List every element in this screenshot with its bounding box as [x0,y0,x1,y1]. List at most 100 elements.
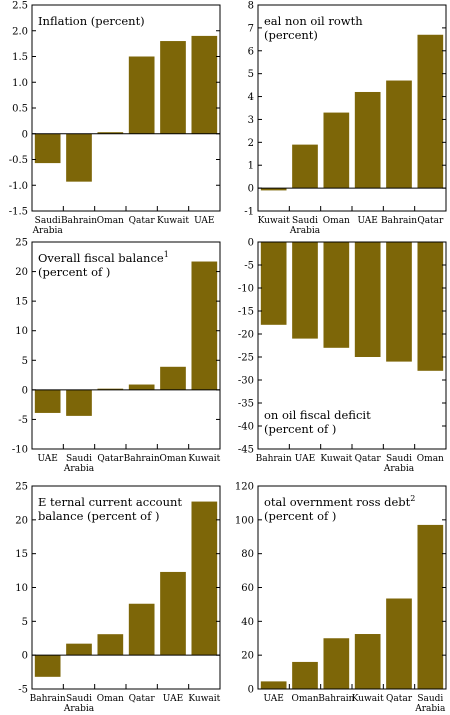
x-tick-label: Oman [97,694,124,704]
y-tick-label: 1.5 [12,52,28,63]
x-tick-label: Kuwait [258,216,290,226]
y-tick-label: -1.0 [9,181,28,192]
y-tick-label: 20 [15,515,28,526]
x-tick-label: Bahrain [61,216,97,226]
x-tick-label: Kuwait [157,216,189,226]
x-tick-label: Oman [417,454,444,464]
bar [354,634,381,689]
panel-title-line: eal non oil rowth [264,14,363,28]
y-tick-label: 120 [235,482,254,493]
y-tick-label: 6 [248,46,254,57]
x-tick-label: Saudi [417,694,443,704]
y-tick-label: 3 [248,115,254,126]
y-tick-label: 7 [248,23,254,34]
x-tick-label: Arabia [32,226,64,236]
y-tick-label: 1 [248,161,254,172]
x-tick-label: Qatar [417,216,444,226]
y-tick-label: 0 [248,238,254,249]
bar [292,144,318,189]
y-tick-label: -15 [238,307,254,318]
panel-title-line: on oil fiscal deficit [264,408,371,422]
y-tick-label: 25 [15,238,28,249]
x-tick-label: Saudi [66,454,92,464]
x-tick-label: Saudi [386,454,412,464]
y-tick-label: -1 [244,207,254,218]
bar [66,389,92,416]
bar [128,56,155,134]
bar [66,643,92,656]
x-tick-label: Qatar [129,694,156,704]
bar [160,571,186,656]
bar [97,388,124,390]
x-tick-label: Bahrain [318,694,354,704]
y-tick-label: 0 [22,129,28,140]
footnote-marker: 2 [410,494,415,503]
panel-title-line: E ternal current account [38,495,182,509]
y-tick-label: 100 [235,515,254,526]
x-tick-label: Arabia [289,226,321,236]
footnote-marker: 1 [164,250,169,259]
x-tick-label: Oman [323,216,350,226]
bar [34,133,61,164]
x-tick-label: Arabia [414,704,446,714]
y-tick-label: -45 [238,445,254,456]
y-tick-label: 20 [15,267,28,278]
y-tick-label: -5 [244,261,254,272]
bar [34,389,61,413]
y-tick-label: 0 [248,685,254,696]
x-tick-label: Arabia [383,464,415,474]
bar [128,603,155,656]
x-tick-label: Bahrain [256,454,292,464]
y-tick-label: 5 [248,69,254,80]
y-tick-label: 0 [22,651,28,662]
x-tick-label: Bahrain [124,454,160,464]
y-tick-label: 20 [241,651,254,662]
y-tick-label: -35 [238,399,254,410]
bar [386,242,412,362]
x-tick-label: Oman [291,694,318,704]
y-tick-label: 60 [241,583,254,594]
y-tick-label: -5 [18,685,28,696]
bar [417,524,444,689]
bar [354,242,381,357]
panel-title-line: (percent of ) [38,265,110,279]
y-tick-label: 25 [15,482,28,493]
bar [160,366,186,390]
x-tick-label: UAE [194,216,214,226]
y-tick-label: 2.0 [12,26,28,37]
x-tick-label: Qatar [97,454,124,464]
bar [260,188,287,191]
y-tick-label: -1.5 [9,207,28,218]
bar [354,91,381,189]
y-tick-label: -5 [18,415,28,426]
panel-title-line: (percent of ) [264,422,336,436]
x-tick-label: Saudi [35,216,61,226]
bar [292,242,318,339]
y-tick-label: 10 [15,326,28,337]
x-tick-label: Kuwait [320,454,352,464]
x-tick-label: Bahrain [381,216,417,226]
panel-title-line: otal overnment ross debt2 [264,494,415,509]
bar [323,112,350,189]
bar [323,242,350,348]
x-tick-label: Oman [159,454,186,464]
bar [191,501,218,656]
y-tick-label: 80 [241,549,254,560]
y-tick-label: -40 [238,422,254,433]
bar [128,384,155,390]
y-tick-label: -20 [238,330,254,341]
y-tick-label: -0.5 [9,155,28,166]
x-tick-label: Qatar [386,694,413,704]
y-tick-label: 10 [15,583,28,594]
bar [191,261,218,390]
y-tick-label: -25 [238,353,254,364]
bar [386,80,412,189]
bar [417,242,444,371]
x-tick-label: Kuwait [352,694,384,704]
x-tick-label: Qatar [129,216,156,226]
x-tick-label: Kuwait [188,454,220,464]
